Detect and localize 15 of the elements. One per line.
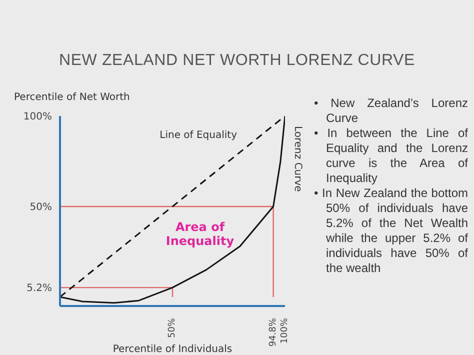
annotation: Area of Inequality [164, 220, 236, 248]
y-tick-label: 5.2% [26, 283, 52, 294]
text: • New Zealand’s Lorenz Curve [314, 96, 468, 126]
x-tick-label: 50% [168, 318, 178, 338]
y-axis-title: Percentile of Net Worth [14, 92, 130, 103]
text: • In New Zealand the bottom 50% of individuals have 5.2% of the Net Wealth while the upper 5.2% of individuals have 50% of the wealth [314, 186, 468, 276]
y-tick-label: 50% [30, 202, 52, 214]
x-axis-title: Percentile of Individuals [112, 344, 232, 355]
x-tick-label: 100% [280, 318, 290, 344]
text: Lorenz Curve [292, 126, 303, 192]
y-tick-label: 100% [23, 112, 52, 123]
series-label: Line of Equality [160, 130, 238, 141]
chart-title: NEW ZEALAND NET WORTH LORENZ CURVE [58, 52, 416, 70]
x-tick-label: 94.8% [268, 318, 278, 347]
text: • In between the Line of Equality and the Lorenz curve is the Area of Inequality [314, 126, 468, 186]
